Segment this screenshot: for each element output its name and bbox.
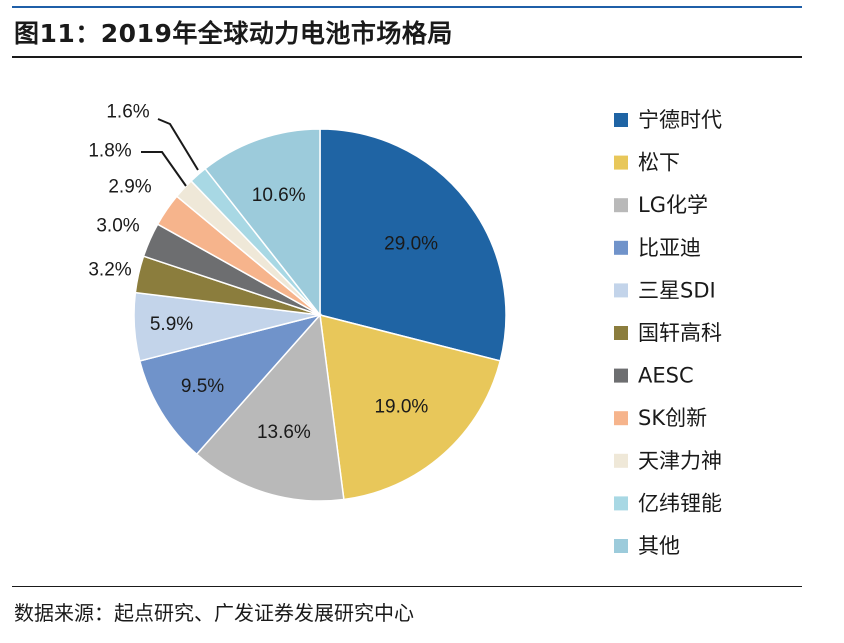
legend-label: 松下 [638,151,680,175]
legend-swatch [614,240,628,255]
pie-slice [319,128,507,362]
legend-swatch [614,496,628,511]
data-label: 29.0% [384,234,438,255]
legend-swatch [614,368,628,383]
legend-swatch [614,411,628,426]
legend-swatch [614,539,628,553]
bottom-rule [12,586,802,587]
data-label: 10.6% [252,185,306,206]
top-rule [12,6,802,8]
legend-label: AESC [638,364,694,388]
legend-swatch [614,155,628,170]
data-label: 13.6% [257,422,311,443]
title-rule [12,56,802,58]
legend-swatch [614,113,628,127]
legend-label: 国轩高科 [638,321,722,345]
legend-swatch [614,326,628,340]
data-label: 9.5% [181,376,224,397]
chart-title: 图11：2019年全球动力电池市场格局 [14,19,453,48]
legend-label: 三星SDI [638,278,716,302]
legend-swatch [614,198,628,213]
legend-label: 其他 [638,534,680,558]
pie-chart: 29.0% 19.0% 13.6% 9.5% 5.9% 3.2% 3.0% 2.9% 1.8% 1… [88,102,722,559]
pie-slice [319,314,502,501]
data-label: 3.0% [96,216,139,237]
leader-line [141,151,187,187]
data-label: 5.9% [150,314,193,335]
data-label: 1.6% [106,102,149,123]
legend-label: 亿纬锂能 [638,491,722,515]
legend-label: LG化学 [638,193,708,217]
legend-label: SK创新 [638,406,707,430]
leader-line [157,118,199,171]
legend-label: 比亚迪 [638,236,701,260]
source-note: 数据来源：起点研究、广发证券发展研究中心 [14,601,414,625]
data-label: 19.0% [374,396,428,417]
data-label: 1.8% [88,141,131,162]
legend-swatch [614,283,628,298]
legend-label: 天津力神 [638,449,722,473]
legend-swatch [614,453,628,468]
data-label: 3.2% [88,260,131,281]
pie-slice [195,313,345,502]
pie-slice [204,128,321,318]
data-label: 2.9% [108,177,151,198]
legend-label: 宁德时代 [638,108,722,132]
